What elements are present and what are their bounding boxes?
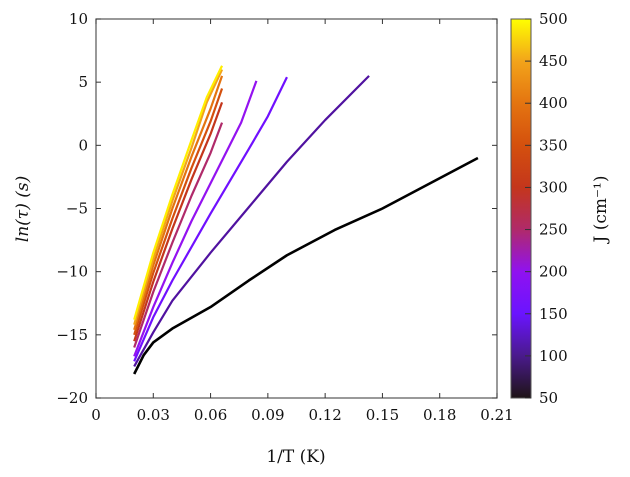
colorbar-tick-label: 50 [539, 389, 558, 407]
y-tick-label: 0 [78, 136, 88, 154]
x-tick-label: 0.12 [308, 406, 341, 424]
colorbar-tick-label: 250 [539, 221, 568, 239]
y-tick-label: 5 [78, 73, 88, 91]
x-tick-label: 0.18 [423, 406, 456, 424]
y-ticks: −20 −15 −10 −5 0 5 10 [56, 10, 497, 407]
series-line-J250 [133, 122, 224, 348]
x-ticks: 0 0.03 0.06 0.09 0.12 0.15 0.18 0.21 [91, 19, 514, 424]
series-line-J200 [133, 80, 258, 357]
colorbar-tick-label: 100 [539, 347, 568, 365]
x-axis-label: 1/T (K) [266, 447, 325, 467]
colorbar-tick-label: 150 [539, 305, 568, 323]
y-axis-label: ln(τ) (s) [13, 176, 33, 242]
x-tick-label: 0.06 [194, 406, 227, 424]
colorbar-tick-label: 350 [539, 136, 568, 154]
x-tick-label: 0.09 [251, 406, 284, 424]
series-line-J100 [133, 75, 370, 367]
y-tick-label: −15 [56, 326, 88, 344]
colorbar-tick-label: 400 [539, 94, 568, 112]
series-line-J500 [133, 65, 224, 320]
series-lines [133, 65, 479, 375]
y-tick-label: 10 [69, 10, 88, 28]
series-line-J350 [133, 88, 224, 336]
colorbar-tick-label: 200 [539, 263, 568, 281]
x-tick-label: 0.21 [480, 406, 513, 424]
colorbar-tick-label: 500 [539, 10, 568, 28]
series-line-J400 [133, 75, 224, 331]
colorbar-tick-label: 300 [539, 178, 568, 196]
series-line-J150 [133, 76, 288, 362]
series-line-J50 [133, 156, 479, 375]
colorbar [510, 18, 532, 399]
colorbar-ticks: 50 100 150 200 250 300 350 400 450 500 [525, 10, 568, 407]
y-tick-label: −20 [56, 389, 88, 407]
x-tick-label: 0.03 [137, 406, 170, 424]
series-line-J450 [133, 69, 224, 326]
y-tick-label: −10 [56, 263, 88, 281]
x-tick-label: 0.15 [366, 406, 399, 424]
colorbar-tick-label: 450 [539, 52, 568, 70]
colorbar-label: J (cm⁻¹) [591, 176, 611, 245]
y-tick-label: −5 [66, 200, 88, 218]
series-line-J300 [133, 102, 224, 342]
x-tick-label: 0 [91, 406, 101, 424]
